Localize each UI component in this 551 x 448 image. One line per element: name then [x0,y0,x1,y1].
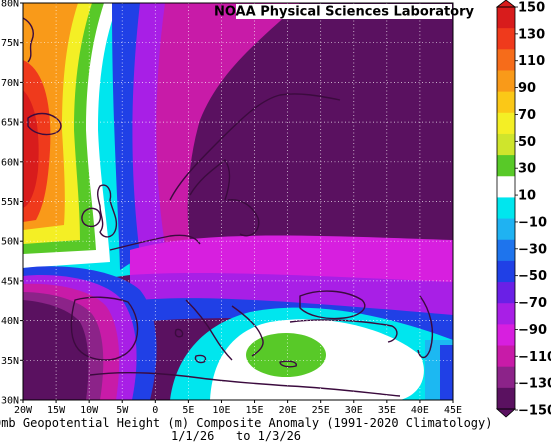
colorbar-label: 70 [518,108,536,123]
colorbar-label: −90 [518,323,547,338]
lon-label: 35E [378,405,396,416]
lon-label: 45E [444,405,462,416]
colorbar-segment [497,218,515,241]
lon-label: 10E [212,405,230,416]
colorbar-segment [497,70,515,93]
colorbar-segment [497,345,515,368]
mediterranean-ridge [170,307,453,400]
iberian-trough [23,266,157,400]
colorbar-segment [497,303,515,325]
colorbar-label: 150 [518,1,545,16]
colorbar-label: −10 [518,215,547,230]
colorbar-label: 50 [518,135,536,150]
colorbar-label: −30 [518,242,547,257]
colorbar-label: 10 [518,189,536,204]
longitude-axis: 20W 15W 10W 5W 0 5E 10E 15E 20E 25E 30E 35E 40E 45E [14,400,462,416]
colorbar: 150 130 110 90 70 50 30 10 −10 −30 −50 −70 −90 −110 −1… [495,0,551,419]
colorbar-label: −110 [518,350,551,365]
title-line-2: 1/1/26 to 1/3/26 [171,429,301,443]
lon-label: 20E [279,405,297,416]
colorbar-segment [497,324,515,347]
lon-label: 5W [116,405,129,416]
colorbar-label: −70 [518,296,547,311]
lon-label: 0 [152,405,158,416]
colorbar-label: 130 [518,27,545,42]
colorbar-label: 90 [518,81,536,96]
colorbar-frame [496,6,516,410]
colorbar-label: −150 [518,404,551,419]
lon-label: 15E [246,405,264,416]
colorbar-segment [497,176,515,198]
colorbar-segment [497,155,515,177]
credit-text: NOAA Physical Sciences Laboratory [214,5,475,20]
lat-label: 65N [1,118,19,129]
colorbar-segment [497,28,515,50]
colorbar-segment [497,260,515,283]
lat-label: 45N [1,276,19,287]
lat-label: 75N [1,38,19,49]
lat-label: 80N [1,0,19,10]
colorbar-segment [497,282,515,304]
lon-label: 40E [411,405,429,416]
lon-label: 25E [312,405,330,416]
lon-label: 15W [47,405,66,416]
lon-label: 30E [345,405,363,416]
coastlines [23,17,434,397]
colorbar-segment [497,133,515,156]
colorbar-segment [497,7,515,29]
lat-label: 50N [1,237,19,248]
lon-label: 5E [182,405,194,416]
positive-core [246,333,326,377]
lat-label: 60N [1,157,19,168]
lat-label: 35N [1,356,19,367]
lon-label: 20W [14,405,33,416]
colorbar-segment [497,197,515,220]
colorbar-segment [497,112,515,135]
lon-label: 10W [80,405,99,416]
colorbar-segment [497,239,515,262]
colorbar-label: −130 [518,377,551,392]
lat-label: 40N [1,316,19,327]
colorbar-label: 30 [518,162,536,177]
colorbar-top-arrow [495,0,517,8]
lat-label: 70N [1,78,19,89]
colorbar-segment [497,366,515,389]
credit-box: NOAA Physical Sciences Laboratory [214,4,475,20]
colorbar-segment [497,49,515,71]
colorbar-label: −50 [518,269,547,284]
colorbar-bottom-arrow [495,408,517,418]
anomaly-field [23,3,453,400]
title-line-1: 500mb Geopotential Height (m) Composite … [0,416,492,430]
colorbar-segment [497,91,515,114]
lat-label: 30N [1,396,19,407]
colorbar-segment [497,387,515,410]
colorbar-label: 110 [518,54,545,69]
lat-label: 55N [1,197,19,208]
latitude-axis: 80N 75N 70N 65N 60N 55N 50N 45N 40N 35N 30N [1,0,23,407]
